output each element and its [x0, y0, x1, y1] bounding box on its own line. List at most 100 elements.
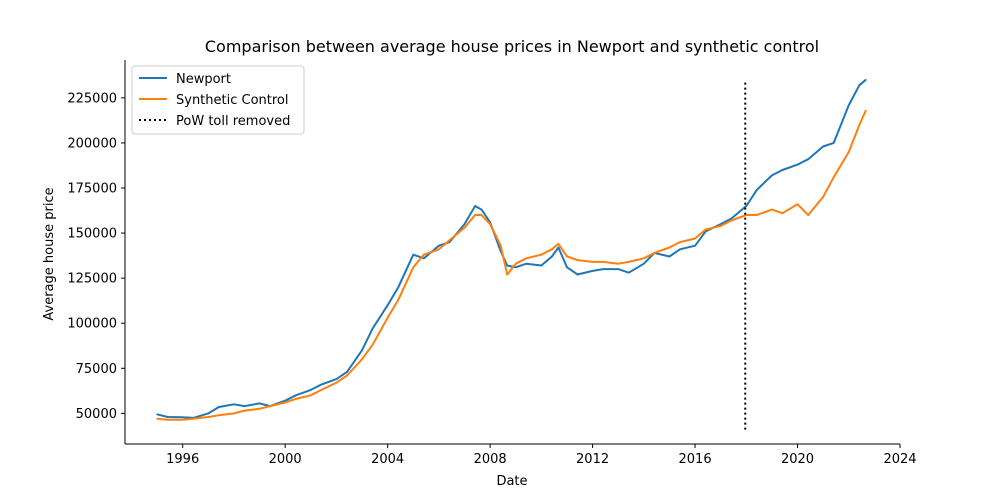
data-point-synthetic-control [320, 389, 323, 391]
data-point-synthetic-control [386, 317, 389, 319]
data-point-newport [566, 266, 568, 269]
data-point-synthetic-control [617, 262, 619, 265]
data-point-synthetic-control [412, 266, 415, 269]
data-point-newport [719, 223, 722, 225]
data-point-newport [832, 142, 835, 144]
y-tick-label: 100000 [67, 317, 117, 332]
data-point-synthetic-control [181, 418, 184, 421]
data-point-newport [643, 262, 645, 265]
data-point-newport [335, 378, 338, 380]
data-point-newport [506, 264, 509, 267]
data-point-newport [781, 169, 784, 171]
legend-label-pow-toll-removed: PoW toll removed [176, 114, 290, 129]
y-tick-label: 175000 [67, 182, 117, 197]
data-point-newport [156, 413, 158, 416]
data-point-synthetic-control [335, 381, 338, 384]
data-point-synthetic-control [192, 418, 195, 420]
data-point-newport [796, 163, 799, 166]
data-point-synthetic-control [694, 237, 696, 240]
x-tick-label: 2020 [781, 452, 814, 467]
data-point-newport [295, 394, 297, 397]
x-tick-label: 2016 [679, 452, 712, 467]
y-ticks: 50000 75000 100000 125000 150000 175000 200000… [67, 91, 125, 422]
data-point-synthetic-control [719, 225, 722, 227]
legend: Newport Synthetic Control PoW toll remov… [131, 65, 305, 135]
x-tick-label: 1996 [166, 452, 199, 467]
data-point-newport [807, 158, 809, 160]
y-tick-label: 75000 [76, 362, 117, 377]
series-line-newport [156, 79, 867, 419]
x-tick-label: 2024 [883, 452, 916, 467]
data-point-synthetic-control [218, 414, 220, 417]
data-point-synthetic-control [310, 394, 312, 397]
data-point-newport [258, 402, 261, 405]
y-axis-label: Average house price [42, 187, 57, 320]
data-point-newport [745, 205, 748, 207]
data-point-newport [463, 223, 466, 225]
data-point-newport [480, 208, 483, 211]
data-point-synthetic-control [397, 299, 400, 301]
data-point-newport [320, 383, 323, 386]
data-point-newport [218, 406, 220, 408]
data-point-synthetic-control [591, 261, 594, 263]
data-point-synthetic-control [243, 409, 246, 412]
data-point-newport [679, 248, 681, 251]
data-point-synthetic-control [643, 257, 645, 260]
data-point-newport [423, 257, 425, 260]
data-point-synthetic-control [865, 109, 867, 112]
data-point-synthetic-control [602, 261, 604, 263]
data-point-synthetic-control [557, 243, 560, 245]
data-point-synthetic-control [756, 214, 758, 216]
data-point-synthetic-control [832, 176, 835, 178]
legend-label-synthetic-control: Synthetic Control [176, 93, 289, 108]
data-point-synthetic-control [771, 208, 773, 211]
series-line-synthetic-control [157, 110, 867, 421]
data-point-synthetic-control [489, 223, 491, 225]
data-point-newport [438, 244, 440, 247]
data-point-synthetic-control [269, 405, 271, 407]
data-point-newport [602, 268, 604, 270]
data-point-synthetic-control [233, 412, 235, 415]
data-point-synthetic-control [423, 253, 425, 256]
data-point-newport [207, 412, 210, 415]
data-point-synthetic-control [258, 408, 261, 410]
data-point-synthetic-control [576, 259, 579, 261]
data-point-synthetic-control [730, 219, 733, 222]
data-point-synthetic-control [480, 214, 483, 216]
data-point-newport [628, 271, 630, 274]
data-point-synthetic-control [284, 401, 287, 404]
data-point-newport [412, 253, 415, 256]
x-ticks: 1996 2000 2004 2008 2012 2016 2020 2024 [166, 444, 917, 467]
legend-label-newport: Newport [176, 72, 231, 87]
data-point-synthetic-control [566, 255, 568, 258]
data-point-newport [822, 145, 824, 148]
x-tick-label: 2012 [576, 452, 609, 467]
data-point-synthetic-control [463, 226, 466, 229]
x-tick-label: 2008 [474, 452, 507, 467]
data-point-synthetic-control [781, 212, 784, 214]
x-tick-label: 2004 [371, 452, 404, 467]
data-point-newport [397, 286, 400, 289]
data-point-synthetic-control [525, 257, 528, 260]
data-point-synthetic-control [361, 358, 363, 361]
data-point-synthetic-control [540, 253, 543, 256]
data-point-newport [233, 403, 235, 406]
data-point-synthetic-control [807, 214, 809, 216]
data-point-newport [848, 104, 850, 106]
data-point-synthetic-control [346, 374, 348, 377]
data-point-synthetic-control [848, 151, 850, 153]
data-point-newport [386, 304, 389, 307]
data-point-newport [591, 270, 594, 272]
data-point-newport [668, 255, 671, 258]
data-point-newport [346, 371, 348, 373]
data-point-newport [525, 262, 528, 265]
data-point-newport [310, 389, 312, 391]
y-tick-label: 50000 [76, 407, 117, 422]
legend-box [131, 65, 305, 135]
y-tick-label: 150000 [67, 227, 117, 242]
y-tick-label: 200000 [67, 136, 117, 151]
y-tick-label: 225000 [67, 91, 117, 106]
data-point-newport [166, 416, 169, 418]
data-point-newport [557, 246, 560, 249]
